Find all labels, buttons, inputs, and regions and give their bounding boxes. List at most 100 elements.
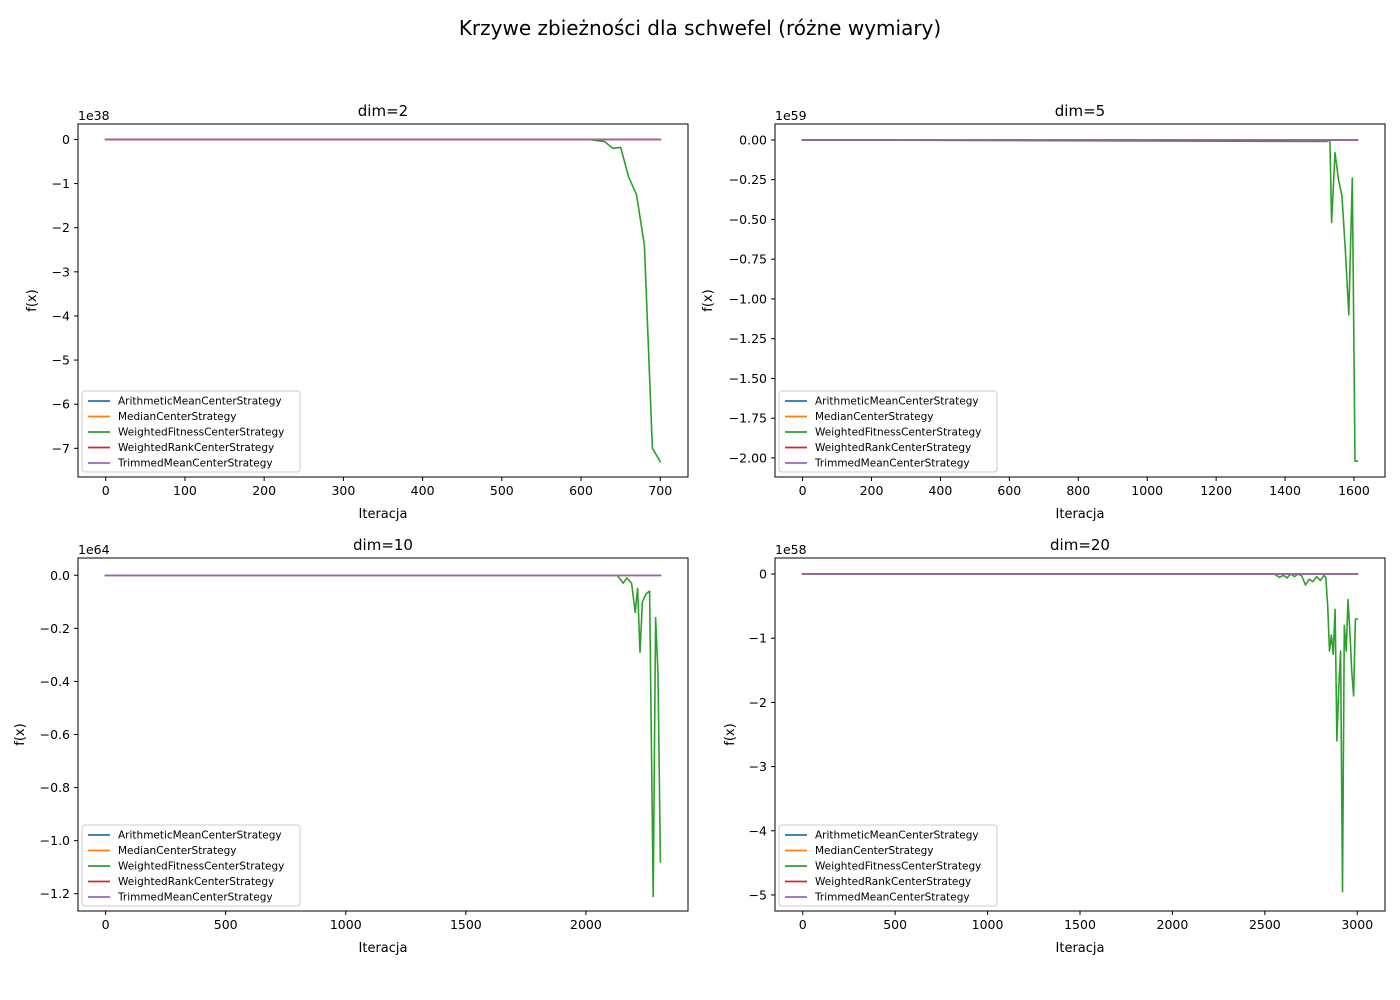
y-tick-label: −0.8 [40, 780, 70, 795]
y-tick-label: −5 [52, 353, 70, 368]
legend-label: WeightedFitnessCenterStrategy [118, 861, 284, 873]
legend: ArithmeticMeanCenterStrategy MedianCenter… [778, 824, 998, 907]
y-tick-label: −1.00 [729, 291, 767, 306]
legend-label: ArithmeticMeanCenterStrategy [815, 396, 979, 408]
y-axis-label: f(x) [701, 289, 716, 311]
x-tick-label: 1200 [1200, 483, 1232, 498]
y-tick-label: −1.0 [40, 833, 70, 848]
x-tick-label: 500 [883, 917, 907, 932]
x-tick-label: 1600 [1338, 483, 1370, 498]
y-tick-label: −0.25 [729, 172, 767, 187]
legend-label: ArithmeticMeanCenterStrategy [118, 396, 282, 408]
legend-box [81, 824, 301, 907]
y-tick-label: −6 [52, 397, 70, 412]
series-line-WeightedFitnessCenterStrategy [104, 138, 662, 463]
legend: ArithmeticMeanCenterStrategy MedianCenter… [778, 390, 998, 473]
y-axis-label: f(x) [25, 289, 40, 311]
x-tick-label: 500 [214, 917, 238, 932]
y-tick-label: −3 [52, 264, 70, 279]
y-tick-label: −5 [749, 887, 767, 902]
subplot-1: 0 100 200 300 400 500 600 700 0 −1 −2 −3 −4 −5 −6 −7 dim… [25, 102, 689, 522]
legend-box [778, 824, 998, 907]
series-line-WeightedFitnessCenterStrategy [801, 573, 1359, 893]
series-group [104, 138, 662, 463]
axes-frame [774, 123, 1386, 478]
subplot-3: 0 500 1000 1500 2000 0.0 −0.2 −0.4 −0.6 −0.8 −1.0 −… [13, 536, 689, 956]
series-line-WeightedFitnessCenterStrategy [104, 574, 662, 898]
x-axis-label: Iteracja [359, 507, 408, 522]
legend-label: MedianCenterStrategy [815, 845, 934, 857]
y-tick-label: −1.50 [729, 371, 767, 386]
y-tick-label: −1.2 [40, 886, 70, 901]
x-tick-label: 0 [102, 917, 110, 932]
subplot-4: 0 500 1000 1500 2000 2500 3000 0 −1 −2 −3 −4 −5 dim=2… [723, 536, 1386, 956]
y-tick-label: −1.75 [729, 411, 767, 426]
x-tick-label: 600 [997, 483, 1021, 498]
legend-label: MedianCenterStrategy [118, 411, 237, 423]
legend-label: WeightedRankCenterStrategy [815, 442, 971, 454]
legend-label: WeightedFitnessCenterStrategy [815, 861, 981, 873]
x-tick-label: 1000 [330, 917, 362, 932]
legend: ArithmeticMeanCenterStrategy MedianCenter… [81, 824, 301, 907]
legend-box [778, 390, 998, 473]
axes-frame [77, 123, 689, 478]
x-tick-label: 500 [490, 483, 514, 498]
figure-suptitle: Krzywe zbieżności dla schwefel (różne wy… [458, 16, 942, 40]
x-tick-label: 200 [252, 483, 276, 498]
y-axis-label: f(x) [13, 723, 28, 745]
series-group [801, 573, 1359, 893]
x-axis-label: Iteracja [359, 941, 408, 956]
legend-label: WeightedFitnessCenterStrategy [118, 427, 284, 439]
x-axis-label: Iteracja [1056, 507, 1105, 522]
legend-label: TrimmedMeanCenterStrategy [117, 892, 273, 904]
x-tick-label: 2500 [1249, 917, 1281, 932]
x-tick-label: 2000 [570, 917, 602, 932]
y-tick-label: −4 [52, 308, 70, 323]
legend-label: WeightedRankCenterStrategy [118, 876, 274, 888]
x-tick-label: 1500 [450, 917, 482, 932]
x-tick-label: 0 [799, 483, 807, 498]
legend-label: WeightedRankCenterStrategy [815, 876, 971, 888]
subplot-title: dim=5 [1055, 102, 1105, 120]
y-tick-label: −7 [52, 441, 70, 456]
legend-label: ArithmeticMeanCenterStrategy [815, 830, 979, 842]
y-tick-label: 0 [759, 567, 767, 582]
x-tick-label: 1400 [1269, 483, 1301, 498]
legend-label: MedianCenterStrategy [118, 845, 237, 857]
legend-label: WeightedRankCenterStrategy [118, 442, 274, 454]
subplot-title: dim=10 [353, 536, 413, 554]
legend-label: WeightedFitnessCenterStrategy [815, 427, 981, 439]
y-tick-label: −0.2 [40, 621, 70, 636]
x-tick-label: 600 [569, 483, 593, 498]
x-tick-label: 100 [173, 483, 197, 498]
offset-text: 1e38 [78, 108, 110, 123]
y-tick-label: −2.00 [729, 450, 767, 465]
x-tick-label: 2000 [1157, 917, 1189, 932]
y-tick-label: −3 [749, 759, 767, 774]
y-tick-label: −4 [749, 823, 767, 838]
y-tick-label: −1.25 [729, 331, 767, 346]
offset-text: 1e58 [775, 542, 807, 557]
series-group [801, 139, 1359, 462]
x-tick-label: 1000 [972, 917, 1004, 932]
y-tick-label: −2 [52, 220, 70, 235]
legend-label: TrimmedMeanCenterStrategy [814, 892, 970, 904]
x-tick-label: 0 [102, 483, 110, 498]
legend-box [81, 390, 301, 473]
y-tick-label: 0.00 [739, 132, 767, 147]
legend-label: TrimmedMeanCenterStrategy [117, 458, 273, 470]
y-tick-label: −0.4 [40, 674, 70, 689]
subplot-title: dim=2 [358, 102, 408, 120]
y-tick-label: 0.0 [50, 568, 70, 583]
series-group [104, 574, 662, 898]
x-tick-label: 1500 [1064, 917, 1096, 932]
y-tick-label: −0.50 [729, 212, 767, 227]
subplot-title: dim=20 [1050, 536, 1110, 554]
y-axis-label: f(x) [723, 723, 738, 745]
subplot-2: 0 200 400 600 800 1000 1200 1400 1600 0.00 −0.25 −0… [701, 102, 1386, 522]
x-axis-label: Iteracja [1056, 941, 1105, 956]
y-tick-label: −1 [52, 176, 70, 191]
y-tick-label: −2 [749, 695, 767, 710]
x-tick-label: 800 [1066, 483, 1090, 498]
